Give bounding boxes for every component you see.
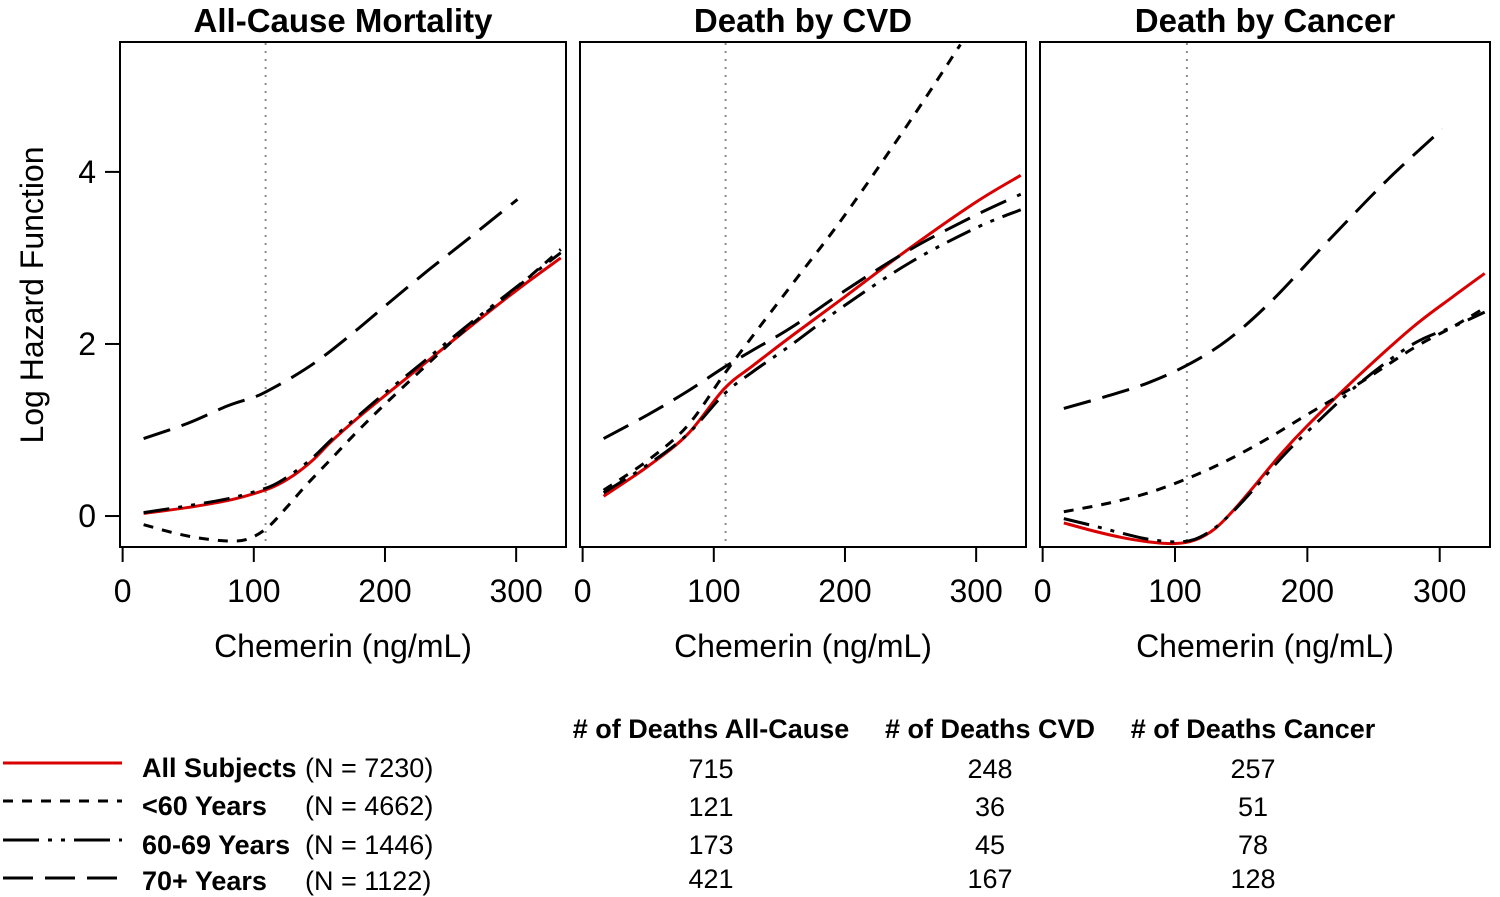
table-cell-cancer-under60: 51 <box>1237 792 1269 822</box>
panel-title-all-cause: All-Cause Mortality <box>193 2 493 39</box>
panel-title-cvd: Death by CVD <box>693 2 913 39</box>
legend-label-all-subjects: All Subjects <box>142 753 297 783</box>
x-tick-label: 200 <box>358 573 411 609</box>
x-tick-label: 200 <box>818 573 871 609</box>
legend-label-60-69: 60-69 Years <box>142 830 291 860</box>
table-cell-allcause-all: 715 <box>688 754 734 784</box>
table-cell-cvd-60-69: 45 <box>974 830 1006 860</box>
table-cell-cvd-70plus: 167 <box>967 864 1013 894</box>
legend-n-70-plus: (N = 1122) <box>305 866 432 896</box>
curve-all-subjects <box>1063 272 1486 546</box>
curves-group <box>143 198 562 543</box>
plot-box <box>119 41 567 548</box>
table-cell-cancer-60-69: 78 <box>1237 830 1269 860</box>
panel-title-cancer: Death by Cancer <box>1134 2 1396 39</box>
x-tick-label: 0 <box>574 573 592 609</box>
x-tick-label: 100 <box>227 573 280 609</box>
curve-under-60-years <box>602 43 962 492</box>
curve-60-69-years <box>1063 310 1486 544</box>
plot-box <box>579 41 1027 548</box>
curves-group <box>1063 127 1486 546</box>
table-cell-allcause-60-69: 173 <box>688 830 734 860</box>
table-cell-cancer-all: 257 <box>1230 754 1276 784</box>
table-header-cvd: # of Deaths CVD <box>884 714 1096 744</box>
legend-label-70-plus: 70+ Years <box>142 866 267 896</box>
x-axis-label-cancer: Chemerin (ng/mL) <box>1136 628 1394 664</box>
curve-70-plus-years <box>143 198 519 441</box>
y-tick-label: 4 <box>78 154 96 190</box>
table-header-all-cause: # of Deaths All-Cause <box>572 714 850 744</box>
curve-70-plus-years <box>602 192 1022 440</box>
curve-60-69-years <box>602 208 1022 495</box>
x-axis-label-cvd: Chemerin (ng/mL) <box>674 628 932 664</box>
x-tick-label: 0 <box>114 573 132 609</box>
x-tick-label: 300 <box>489 573 542 609</box>
table-cell-cvd-all: 248 <box>967 754 1013 784</box>
plot-box <box>1039 41 1491 548</box>
table-cell-allcause-under60: 121 <box>688 792 734 822</box>
y-tick-label: 0 <box>78 498 96 534</box>
curve-60-69-years <box>143 251 562 515</box>
x-tick-label: 0 <box>1034 573 1052 609</box>
curve-70-plus-years <box>1063 127 1444 410</box>
legend-label-under-60: <60 Years <box>142 791 267 821</box>
table-cell-allcause-70plus: 421 <box>688 864 734 894</box>
curve-under-60-years <box>143 248 562 543</box>
legend-n-under-60: (N = 4662) <box>305 791 434 821</box>
y-tick-label: 2 <box>78 326 96 362</box>
table-cell-cvd-under60: 36 <box>974 792 1006 822</box>
table-header-cancer: # of Deaths Cancer <box>1130 714 1376 744</box>
legend-n-60-69: (N = 1446) <box>305 830 434 860</box>
curve-all-subjects <box>143 256 562 515</box>
x-tick-label: 200 <box>1281 573 1334 609</box>
curve-under-60-years <box>1063 306 1486 514</box>
table-cell-cancer-70plus: 128 <box>1230 864 1276 894</box>
legend-n-all-subjects: (N = 7230) <box>305 753 434 783</box>
x-axis-label-all-cause: Chemerin (ng/mL) <box>214 628 472 664</box>
x-tick-label: 100 <box>687 573 740 609</box>
x-tick-label: 300 <box>1413 573 1466 609</box>
x-tick-label: 300 <box>949 573 1002 609</box>
x-tick-label: 100 <box>1148 573 1201 609</box>
curves-group <box>602 43 1022 498</box>
